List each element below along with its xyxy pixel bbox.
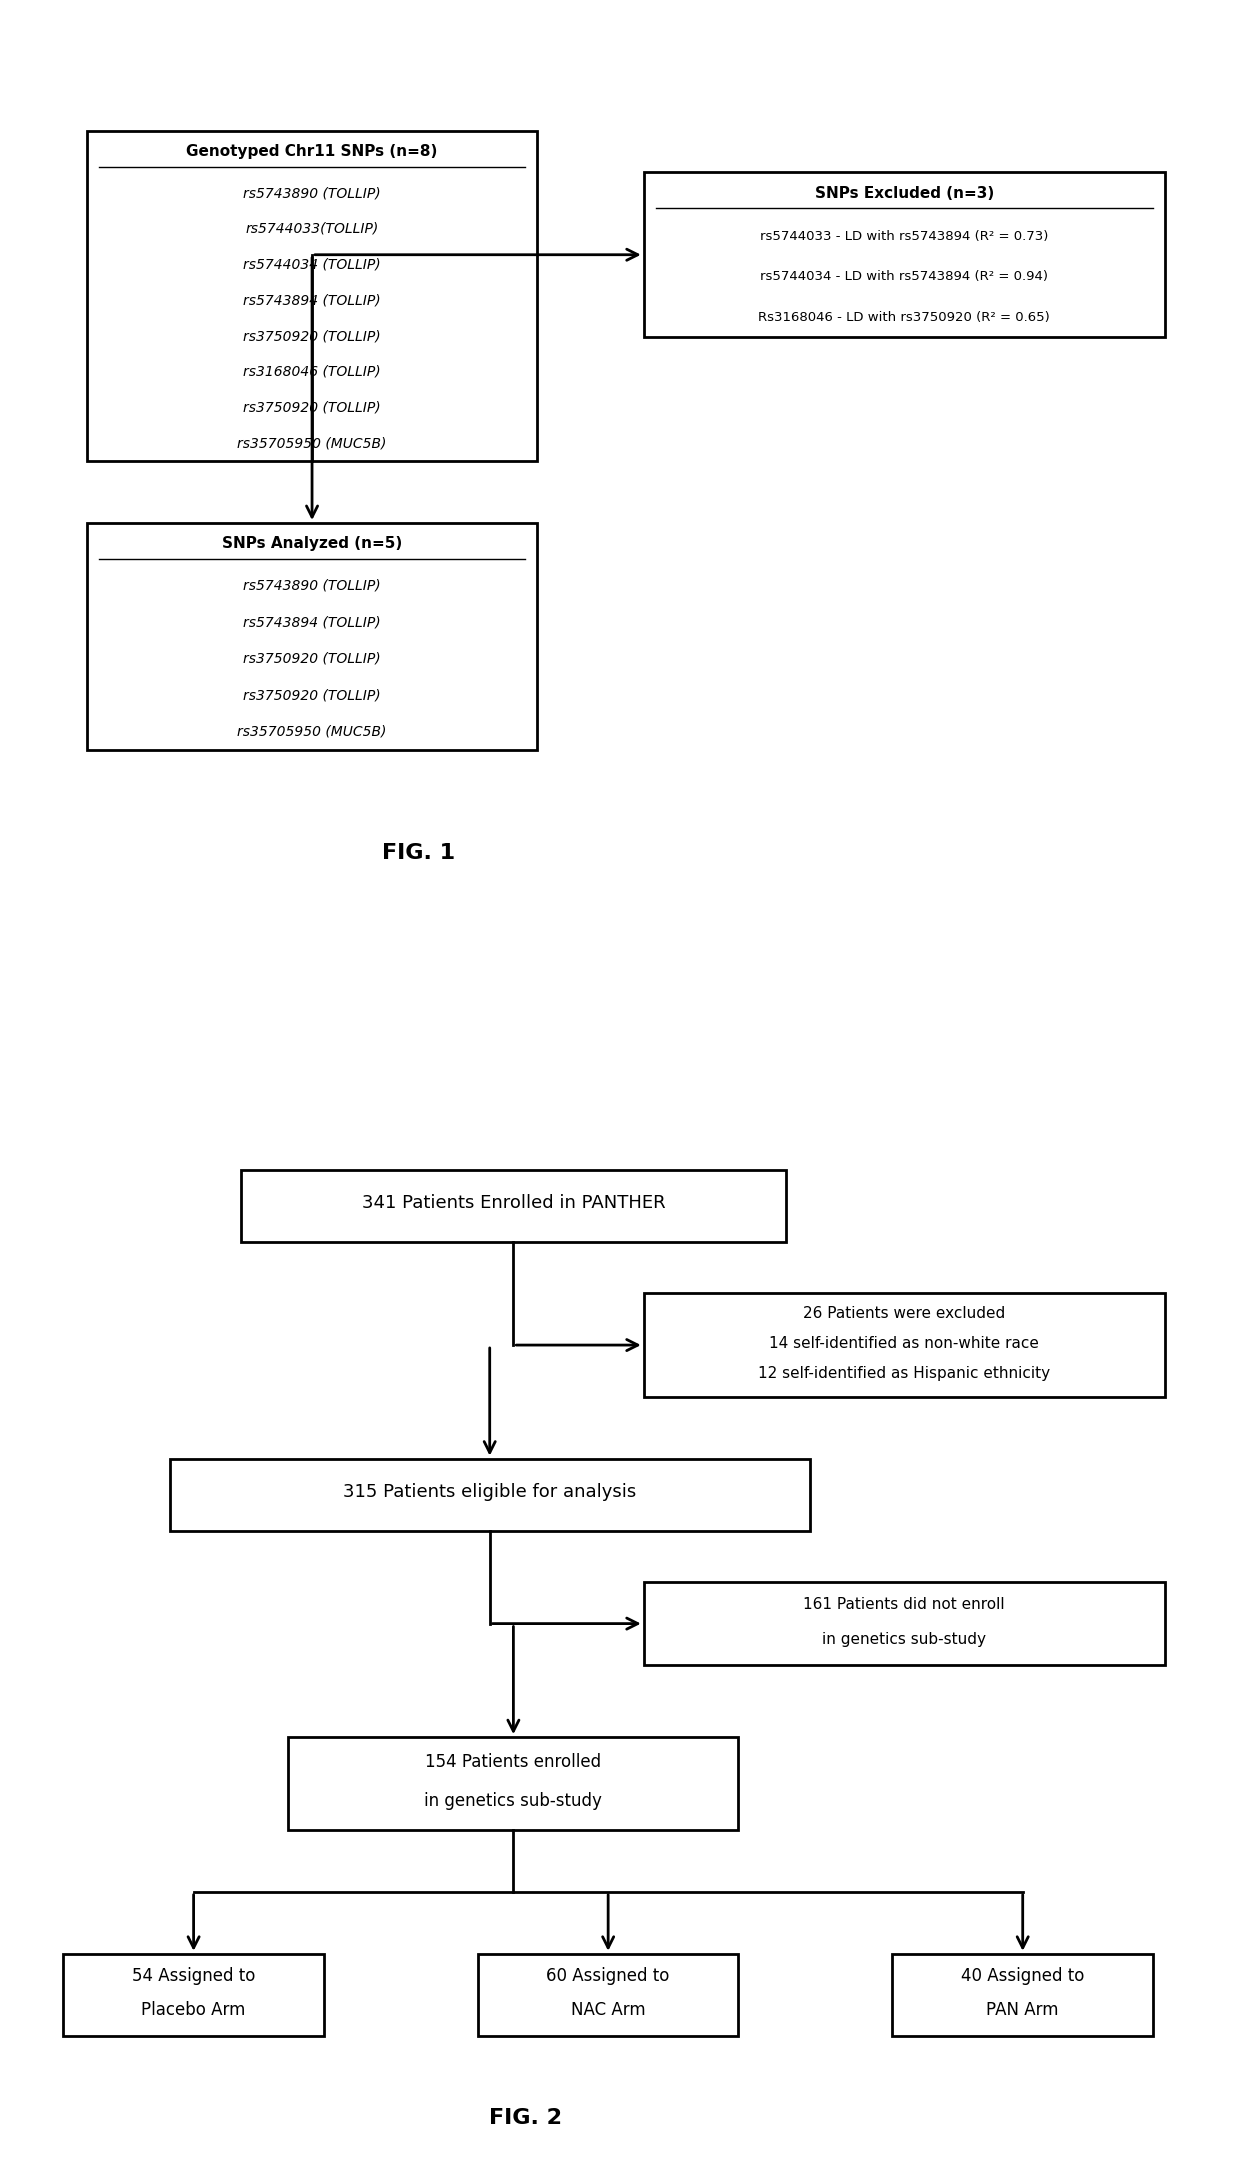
Text: rs35705950 (MUC5B): rs35705950 (MUC5B) <box>237 436 387 451</box>
Text: rs5743894 (TOLLIP): rs5743894 (TOLLIP) <box>243 615 381 628</box>
Bar <box>241 1170 786 1241</box>
Text: rs5743890 (TOLLIP): rs5743890 (TOLLIP) <box>243 186 381 201</box>
Text: 60 Assigned to: 60 Assigned to <box>547 1967 670 1984</box>
Text: 315 Patients eligible for analysis: 315 Patients eligible for analysis <box>343 1483 636 1501</box>
Bar <box>170 1459 810 1531</box>
Bar <box>644 1293 1164 1397</box>
Text: 161 Patients did not enroll: 161 Patients did not enroll <box>804 1598 1006 1613</box>
Text: rs5744034 - LD with rs5743894 (R² = 0.94): rs5744034 - LD with rs5743894 (R² = 0.94… <box>760 270 1048 283</box>
Text: 154 Patients enrolled: 154 Patients enrolled <box>425 1753 601 1770</box>
Bar <box>644 1583 1164 1665</box>
Text: 54 Assigned to: 54 Assigned to <box>131 1967 255 1984</box>
Text: Placebo Arm: Placebo Arm <box>141 2001 246 2019</box>
Text: FIG. 1: FIG. 1 <box>382 842 455 864</box>
Text: rs5744034 (TOLLIP): rs5744034 (TOLLIP) <box>243 257 381 272</box>
Text: SNPs Excluded (n=3): SNPs Excluded (n=3) <box>815 186 994 201</box>
Text: Rs3168046 - LD with rs3750920 (R² = 0.65): Rs3168046 - LD with rs3750920 (R² = 0.65… <box>759 311 1050 324</box>
Text: rs5744033 - LD with rs5743894 (R² = 0.73): rs5744033 - LD with rs5743894 (R² = 0.73… <box>760 231 1049 244</box>
Bar <box>477 1954 739 2036</box>
Text: 26 Patients were excluded: 26 Patients were excluded <box>804 1306 1006 1321</box>
Text: rs35705950 (MUC5B): rs35705950 (MUC5B) <box>237 725 387 738</box>
Text: rs3750920 (TOLLIP): rs3750920 (TOLLIP) <box>243 652 381 665</box>
Text: rs3750920 (TOLLIP): rs3750920 (TOLLIP) <box>243 689 381 702</box>
Text: FIG. 2: FIG. 2 <box>489 2109 562 2129</box>
Bar <box>893 1954 1153 2036</box>
Text: NAC Arm: NAC Arm <box>570 2001 646 2019</box>
Text: in genetics sub-study: in genetics sub-study <box>822 1632 986 1647</box>
Text: 40 Assigned to: 40 Assigned to <box>961 1967 1085 1984</box>
Text: Genotyped Chr11 SNPs (n=8): Genotyped Chr11 SNPs (n=8) <box>186 145 438 160</box>
Text: rs3750920 (TOLLIP): rs3750920 (TOLLIP) <box>243 399 381 415</box>
Text: 12 self-identified as Hispanic ethnicity: 12 self-identified as Hispanic ethnicity <box>758 1367 1050 1382</box>
Text: rs3750920 (TOLLIP): rs3750920 (TOLLIP) <box>243 328 381 343</box>
Text: 14 self-identified as non-white race: 14 self-identified as non-white race <box>769 1336 1039 1352</box>
Text: rs5743890 (TOLLIP): rs5743890 (TOLLIP) <box>243 579 381 592</box>
Text: rs3168046 (TOLLIP): rs3168046 (TOLLIP) <box>243 365 381 378</box>
Bar <box>644 173 1164 337</box>
Bar <box>87 522 537 749</box>
Text: in genetics sub-study: in genetics sub-study <box>424 1792 603 1809</box>
Bar <box>289 1738 739 1831</box>
Text: PAN Arm: PAN Arm <box>987 2001 1059 2019</box>
Bar <box>87 132 537 462</box>
Text: 341 Patients Enrolled in PANTHER: 341 Patients Enrolled in PANTHER <box>362 1194 665 1211</box>
Bar <box>63 1954 324 2036</box>
Text: rs5744033(TOLLIP): rs5744033(TOLLIP) <box>246 222 378 235</box>
Text: SNPs Analyzed (n=5): SNPs Analyzed (n=5) <box>222 535 402 551</box>
Text: rs5743894 (TOLLIP): rs5743894 (TOLLIP) <box>243 294 381 307</box>
